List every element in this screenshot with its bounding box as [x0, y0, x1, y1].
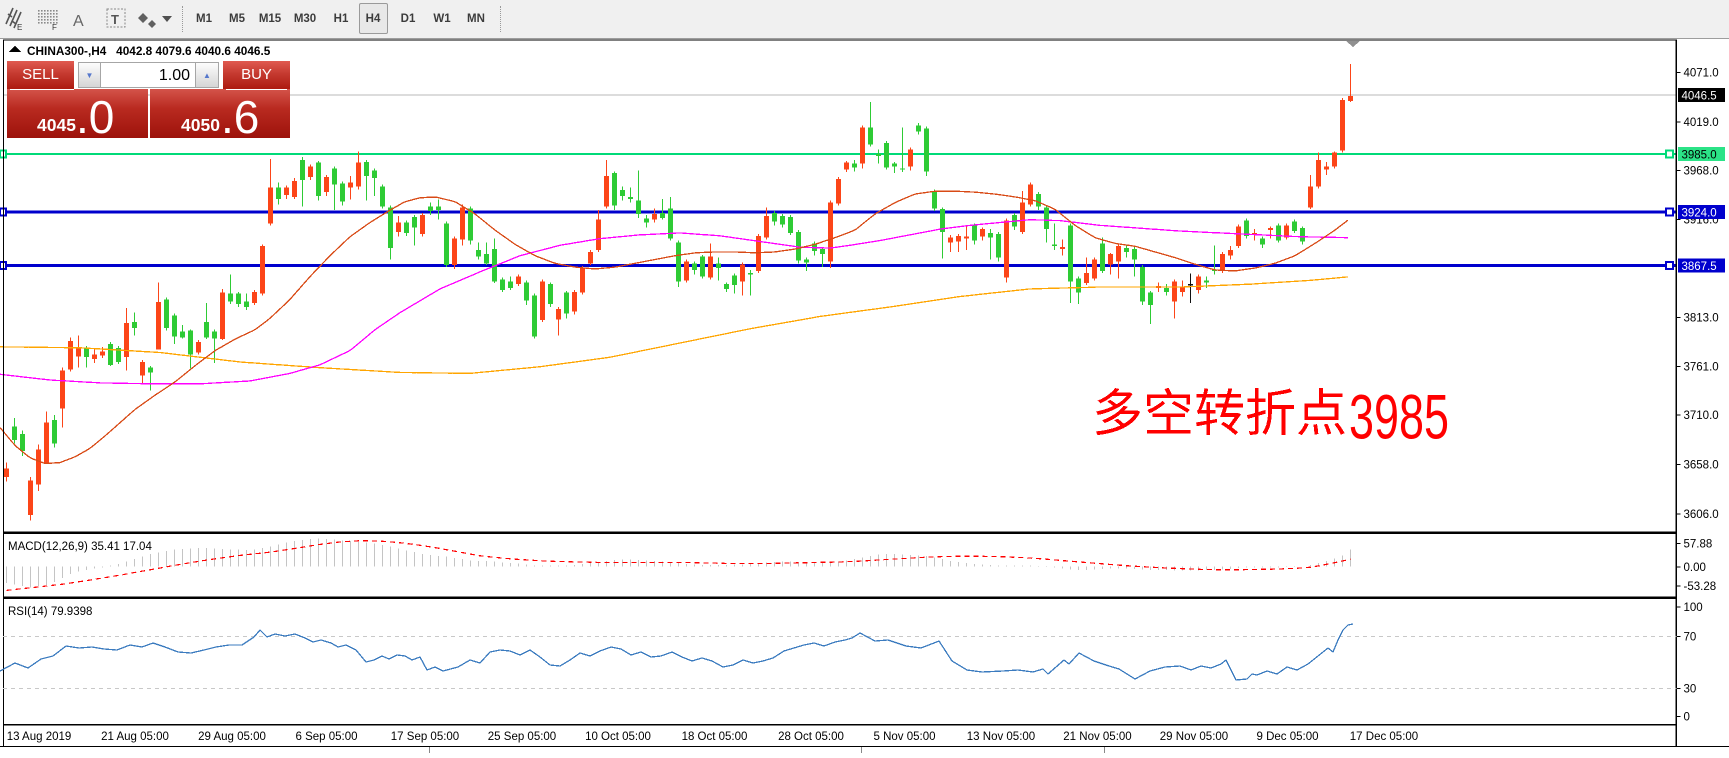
svg-text:3924.0: 3924.0	[1682, 208, 1717, 220]
svg-text:25 Sep 05:00: 25 Sep 05:00	[488, 731, 556, 743]
svg-text:3813.0: 3813.0	[1684, 312, 1719, 324]
svg-text:MACD(12,26,9) 35.41 17.04: MACD(12,26,9) 35.41 17.04	[8, 541, 152, 553]
svg-text:17 Sep 05:00: 17 Sep 05:00	[391, 731, 459, 743]
svg-text:E: E	[17, 23, 22, 32]
svg-text:13 Aug 2019: 13 Aug 2019	[7, 731, 72, 743]
svg-text:10 Oct 05:00: 10 Oct 05:00	[585, 731, 651, 743]
svg-text:21 Aug 05:00: 21 Aug 05:00	[101, 731, 169, 743]
svg-text:3867.5: 3867.5	[1682, 261, 1717, 273]
svg-text:3985: 3985	[1349, 383, 1449, 453]
svg-text:4071.0: 4071.0	[1684, 68, 1719, 80]
svg-text:17 Dec 05:00: 17 Dec 05:00	[1350, 731, 1418, 743]
svg-text:18 Oct 05:00: 18 Oct 05:00	[682, 731, 748, 743]
svg-text:28 Oct 05:00: 28 Oct 05:00	[778, 731, 844, 743]
svg-text:4046.5: 4046.5	[1682, 90, 1717, 102]
svg-text:T: T	[111, 12, 119, 27]
svg-text:3968.0: 3968.0	[1684, 165, 1719, 177]
svg-text:0.00: 0.00	[1684, 562, 1706, 574]
svg-text:70: 70	[1684, 632, 1697, 644]
svg-text:3658.0: 3658.0	[1684, 460, 1719, 472]
svg-text:9 Dec 05:00: 9 Dec 05:00	[1256, 731, 1318, 743]
svg-text:3710.0: 3710.0	[1684, 410, 1719, 422]
svg-text:13 Nov 05:00: 13 Nov 05:00	[967, 731, 1035, 743]
svg-text:F: F	[52, 23, 57, 32]
svg-text:6 Sep 05:00: 6 Sep 05:00	[295, 731, 357, 743]
svg-text:3606.0: 3606.0	[1684, 509, 1719, 521]
svg-text:57.88: 57.88	[1684, 538, 1713, 550]
svg-text:4019.0: 4019.0	[1684, 117, 1719, 129]
svg-text:5 Nov 05:00: 5 Nov 05:00	[873, 731, 935, 743]
svg-text:A: A	[73, 13, 84, 30]
svg-text:-53.28: -53.28	[1684, 581, 1717, 593]
svg-text:3761.0: 3761.0	[1684, 362, 1719, 374]
svg-text:30: 30	[1684, 683, 1697, 695]
svg-text:RSI(14) 79.9398: RSI(14) 79.9398	[8, 606, 92, 618]
svg-text:CHINA300-,H4 4042.8 4079.6 4: CHINA300-,H4 4042.8 4079.6 4040.6 4046.5	[27, 44, 271, 58]
svg-text:100: 100	[1684, 602, 1703, 614]
svg-text:29 Nov 05:00: 29 Nov 05:00	[1160, 731, 1228, 743]
svg-text:0: 0	[1684, 711, 1690, 723]
svg-text:29 Aug 05:00: 29 Aug 05:00	[198, 731, 266, 743]
svg-text:3985.0: 3985.0	[1682, 150, 1717, 162]
svg-text:21 Nov 05:00: 21 Nov 05:00	[1063, 731, 1131, 743]
